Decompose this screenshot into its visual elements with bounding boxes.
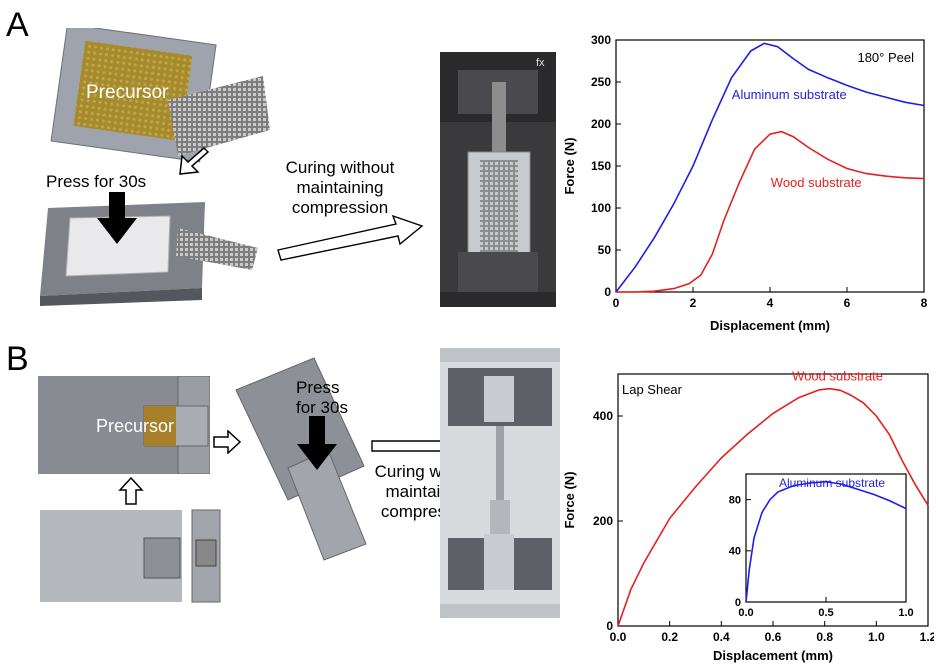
peel-ytick-label: 300 xyxy=(591,33,611,47)
peel-xlabel: Displacement (mm) xyxy=(710,318,830,333)
peel-ytick-label: 200 xyxy=(591,117,611,131)
panel-b-press-label: Press for 30s xyxy=(296,378,358,418)
panel-a-letter: A xyxy=(6,6,29,44)
panel-a-precursor-photo: Precursor xyxy=(50,28,270,163)
peel-ytick-label: 50 xyxy=(598,243,612,257)
lap-annotation: Lap Shear xyxy=(622,382,683,397)
panel-b-press-arrow-icon xyxy=(297,416,337,470)
lap-ytick-label: 200 xyxy=(593,514,613,528)
panel-a-curing-arrow-icon xyxy=(277,214,424,261)
peel-ytick-label: 0 xyxy=(604,285,611,299)
panel-b-up-arrow-icon xyxy=(118,476,144,505)
panel-b-press-line2: for 30s xyxy=(296,398,348,417)
inset-ytick-label: 0 xyxy=(735,597,741,609)
lap-xtick-label: 0.4 xyxy=(713,630,730,644)
inset-xtick-label: 0.0 xyxy=(738,607,753,619)
panel-a-photo-mark: fx xyxy=(536,57,545,69)
panel-a-precursor-label: Precursor xyxy=(86,82,169,103)
lap-xtick-label: 0.6 xyxy=(765,630,782,644)
inset-xtick-label: 1.0 xyxy=(898,607,913,619)
panel-a-curing-line3: compression xyxy=(291,198,389,217)
panel-a-press-photo xyxy=(40,202,258,306)
panel-a-fixture-photo: fx xyxy=(440,52,556,307)
panel-a-curing-line2: maintaining xyxy=(296,178,384,197)
panel-b-mold-photo xyxy=(38,376,210,474)
lap-ylabel: Force (N) xyxy=(562,471,577,528)
peel-xtick-label: 8 xyxy=(921,296,928,310)
panel-a-curing-caption: Curing without maintaining compression xyxy=(266,158,414,218)
peel-chart: 0 2 4 6 8 0 50 100 150 200 250 300 Displacement (mm)… xyxy=(562,33,928,333)
lap-xtick-label: 1.0 xyxy=(868,630,885,644)
lap-xlabel: Displacement (mm) xyxy=(713,648,833,663)
panel-a-press-arrow-icon xyxy=(97,192,137,244)
panel-b-parts-photo xyxy=(40,509,221,603)
peel-annotation: 180° Peel xyxy=(857,50,914,65)
lap-ytick-label: 0 xyxy=(606,619,613,633)
panel-a-press-label: Press for 30s xyxy=(46,172,147,191)
lap-shear-chart: 0.0 0.2 0.4 0.6 0.8 1.0 1.20200400Displacement… xyxy=(562,368,934,663)
peel-ytick-label: 250 xyxy=(591,75,611,89)
inset-ytick-label: 40 xyxy=(729,546,741,558)
lap-ytick-label: 400 xyxy=(593,409,613,423)
peel-xtick-label: 4 xyxy=(767,296,774,310)
peel-xtick-label: 2 xyxy=(690,296,697,310)
inset-series-line-0 xyxy=(745,480,907,603)
panel-b-step-arrow-icon xyxy=(213,430,242,454)
peel-ytick-label: 150 xyxy=(591,159,611,173)
lap-xtick-label: 0.0 xyxy=(610,630,627,644)
peel-series-line-0 xyxy=(615,42,925,293)
peel-xtick-label: 6 xyxy=(844,296,851,310)
lap-series-line-0 xyxy=(617,387,929,627)
lap-xtick-label: 0.8 xyxy=(816,630,833,644)
inset-ytick-label: 80 xyxy=(729,494,741,506)
peel-ylabel: Force (N) xyxy=(562,137,577,194)
panel-b-letter: B xyxy=(6,340,29,378)
inset-frame xyxy=(745,473,907,603)
lap-xtick-label: 1.2 xyxy=(920,630,934,644)
panel-a-curing-line1: Curing without xyxy=(285,158,395,177)
panel-a-step-arrow-icon xyxy=(179,146,210,175)
inset-series-label-aluminum: Aluminum substrate xyxy=(779,476,885,490)
lap-xtick-label: 0.2 xyxy=(661,630,678,644)
peel-frame xyxy=(615,39,925,293)
peel-series-label-aluminum: Aluminum substrate xyxy=(732,87,847,102)
inset-xtick-label: 0.5 xyxy=(818,607,833,619)
peel-ytick-label: 100 xyxy=(591,201,611,215)
panel-b-precursor-label: Precursor xyxy=(96,416,175,436)
panel-b-press-line1: Press xyxy=(296,378,340,397)
peel-series-label-wood: Wood substrate xyxy=(771,175,862,190)
panel-b-fixture-photo xyxy=(440,348,560,618)
peel-series-line-1 xyxy=(616,130,925,293)
lap-series-label-wood: Wood substrate xyxy=(792,368,883,383)
peel-xtick-label: 0 xyxy=(613,296,620,310)
